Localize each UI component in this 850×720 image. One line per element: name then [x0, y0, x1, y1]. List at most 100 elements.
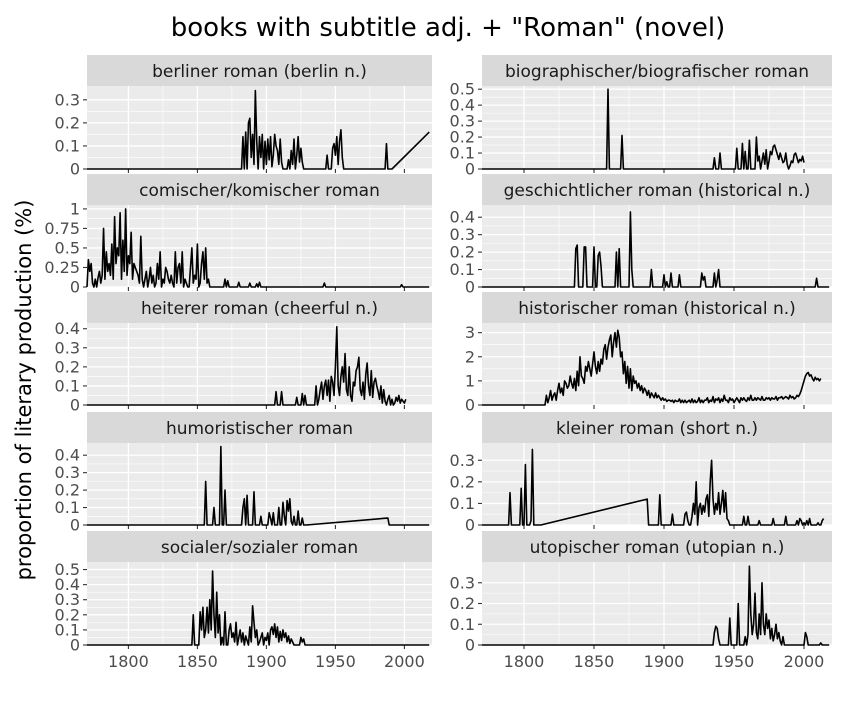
facet-strip: [482, 55, 832, 86]
facet-strip: [482, 412, 832, 443]
facet-strip-label: heiterer roman (cheerful n.): [141, 299, 378, 319]
facet-panel-10: utopischer roman (utopian n.) 0 0.1 0.2 0.3 1…: [450, 531, 832, 671]
panel-background: [87, 205, 432, 287]
series-line: [87, 445, 430, 526]
facet-panel-9: socialer/sozialer roman 00.10.20.30.40.5 1…: [55, 531, 432, 671]
facet-panels: berliner roman (berlin n.)00.10.20.3biog…: [44, 55, 832, 671]
y-tick-label: 0.75: [44, 219, 80, 238]
y-tick-label: 0.1: [55, 376, 80, 395]
y-axis-label: proportion of literary production (%): [12, 200, 36, 581]
facet-strip-label: comischer/komischer roman: [139, 181, 380, 201]
panel-background: [482, 205, 832, 287]
series-line: [482, 565, 830, 646]
y-tick-label: 0.2: [450, 243, 475, 262]
y-tick-label: 0: [465, 278, 475, 297]
facet-strip-label: socialer/sozialer roman: [161, 538, 358, 558]
facet-strip-label: biographischer/biografischer roman: [505, 62, 809, 82]
y-tick-label: 0: [70, 636, 80, 655]
y-tick-label: 2: [465, 347, 475, 366]
facet-strip: [482, 292, 832, 323]
x-tick-label: 1950: [714, 652, 755, 671]
y-tick-label: 0.1: [55, 498, 80, 517]
series-line: [482, 211, 830, 288]
y-tick-label: 0: [465, 160, 475, 179]
y-tick-label: 0.5: [450, 80, 475, 99]
y-tick-label: 1: [465, 371, 475, 390]
facet-panel-6: historischer roman (historical n.) 0 1 2 3: [465, 292, 832, 415]
y-tick-label: 0.1: [55, 136, 80, 155]
y-tick-label: 1: [70, 199, 80, 218]
y-tick-label: 0.1: [55, 620, 80, 639]
y-tick-label: 0.1: [450, 615, 475, 634]
facet-strip-label: berliner roman (berlin n.): [152, 62, 367, 82]
series-line: [87, 326, 407, 406]
facet-strip: [87, 531, 432, 562]
y-tick-label: 0.4: [450, 96, 475, 115]
facet-strip: [482, 531, 832, 562]
facet-strip-label: geschichtlicher roman (historical n.): [504, 181, 811, 201]
panel-background: [87, 443, 432, 525]
panel-background: [482, 323, 832, 405]
y-tick-label: 0.1: [450, 260, 475, 279]
y-tick-label: 0.1: [450, 494, 475, 513]
x-tick-label: 1850: [177, 652, 218, 671]
facet-panel-2: biographischer/biografischer roman00.10.…: [450, 55, 832, 179]
facet-strip: [87, 174, 432, 205]
y-tick-label: 0.2: [55, 481, 80, 500]
y-tick-label: 0.2: [450, 472, 475, 491]
y-tick-label: 0.4: [55, 446, 80, 465]
y-tick-label: 0.3: [55, 590, 80, 609]
y-tick-label: 0.3: [55, 90, 80, 109]
y-tick-label: 0.4: [450, 208, 475, 227]
x-tick-label: 1800: [504, 652, 545, 671]
panel-background: [482, 443, 832, 525]
y-tick-label: 3: [465, 323, 475, 342]
y-tick-label: 0.5: [55, 238, 80, 257]
y-tick-label: 0: [465, 636, 475, 655]
facet-panel-8: kleiner roman (short n.) 0 0.1 0.2 0.3: [450, 412, 832, 535]
y-tick-label: 0: [70, 396, 80, 415]
y-tick-label: 0.2: [55, 605, 80, 624]
facet-strip-label: humoristischer roman: [166, 419, 353, 439]
y-tick-label: 0.3: [450, 112, 475, 131]
y-tick-label: 0.2: [450, 128, 475, 147]
panel-background: [87, 562, 432, 645]
y-tick-label: 0.2: [55, 113, 80, 132]
y-tick-label: 0: [465, 396, 475, 415]
x-tick-label: 1850: [574, 652, 615, 671]
y-tick-label: 0: [70, 278, 80, 297]
facet-strip: [87, 412, 432, 443]
y-tick-label: 0.3: [450, 451, 475, 470]
series-line: [482, 329, 822, 406]
series-line: [87, 89, 430, 170]
x-tick-label: 2000: [784, 652, 825, 671]
facet-panel-1: berliner roman (berlin n.) 0 0.1 0.2 0.3: [55, 55, 432, 179]
facet-panel-3: comischer/komischer roman 00.250.50.751: [44, 174, 432, 297]
series-line: [482, 88, 805, 170]
x-tick-label: 1800: [108, 652, 149, 671]
y-tick-label: 0.3: [450, 573, 475, 592]
series-line: [87, 570, 430, 646]
facet-strip-label: kleiner roman (short n.): [556, 419, 758, 439]
x-tick-label: 1900: [644, 652, 685, 671]
facet-strip: [87, 292, 432, 323]
y-tick-label: 0: [70, 516, 80, 535]
y-tick-label: 0.5: [55, 560, 80, 579]
y-tick-label: 0.4: [55, 575, 80, 594]
y-tick-label: 0.4: [55, 319, 80, 338]
series-line: [86, 208, 430, 288]
x-tick-label: 1950: [315, 652, 356, 671]
facet-strip-label: utopischer roman (utopian n.): [530, 538, 785, 558]
y-tick-label: 0.1: [450, 144, 475, 163]
y-tick-label: 0.3: [55, 338, 80, 357]
facet-strip: [87, 55, 432, 86]
panel-background: [482, 86, 832, 169]
facet-panel-5: heiterer roman (cheerful n.) 00.10.20.30.…: [55, 292, 432, 415]
facet-strip-label: historischer roman (historical n.): [518, 299, 796, 319]
x-tick-label: 1900: [246, 652, 287, 671]
x-tick-label: 2000: [384, 652, 425, 671]
panel-background: [87, 86, 432, 169]
y-tick-label: 0.2: [55, 357, 80, 376]
